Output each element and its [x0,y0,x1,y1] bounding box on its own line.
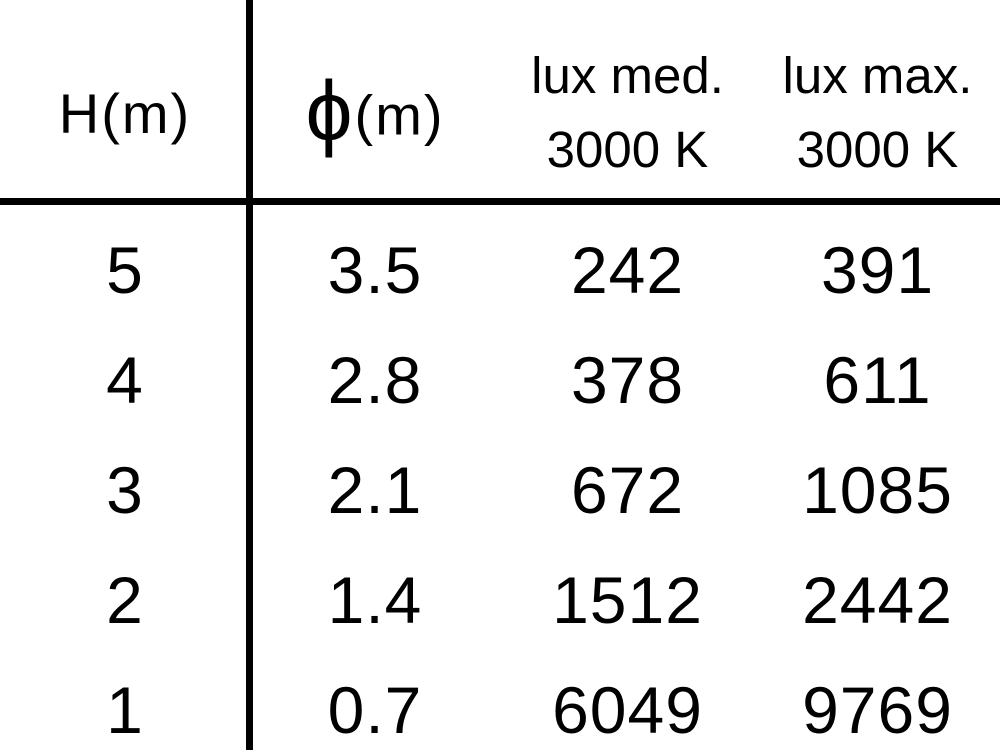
cell-lux-med: 378 [570,343,685,417]
table-row: 1 0.7 6049 9769 [0,655,1000,750]
table-body: 5 3.5 242 391 4 2.8 378 611 3 2.1 672 10… [0,205,1000,750]
cell-height: 4 [106,343,144,417]
lux-med-color-temp: 3000 K [546,121,709,178]
cell-lux-max: 9769 [802,673,953,747]
cell-lux-max: 391 [820,233,935,307]
cell-lux-max: 611 [823,343,932,417]
cell-height: 1 [106,673,144,747]
table-row: 4 2.8 378 611 [0,325,1000,435]
cell-height: 3 [106,453,144,527]
lux-max-color-temp: 3000 K [796,121,959,178]
lux-med-label: lux med. [531,47,724,104]
column-divider-line [246,0,253,750]
cell-diameter: 2.8 [327,343,423,417]
cell-lux-med: 6049 [552,673,703,747]
lux-max-label: lux max. [782,47,973,104]
cell-diameter: 2.1 [327,453,423,527]
header-divider-line [0,198,1000,205]
cell-height: 2 [106,563,144,637]
cell-diameter: 3.5 [327,233,423,307]
table-header-row: H(m) ϕ(m) lux med. 3000 K lux max. 3000 … [0,0,1000,198]
cell-lux-max: 2442 [802,563,953,637]
column-header-lux-med: lux med. 3000 K [500,39,755,187]
phi-symbol: ϕ [305,64,355,159]
column-header-diameter: ϕ(m) [250,69,500,153]
cell-lux-med: 242 [570,233,685,307]
cell-diameter: 1.4 [327,563,423,637]
table-row: 3 2.1 672 1085 [0,435,1000,545]
table-row: 5 3.5 242 391 [0,215,1000,325]
column-header-height: H(m) [58,81,192,145]
cell-diameter: 0.7 [327,673,423,747]
cell-height: 5 [106,233,144,307]
cell-lux-med: 1512 [552,563,703,637]
diameter-unit-label: (m) [354,83,445,147]
cell-lux-med: 672 [570,453,685,527]
table-row: 2 1.4 1512 2442 [0,545,1000,655]
cell-lux-max: 1085 [802,453,953,527]
column-header-lux-max: lux max. 3000 K [755,39,1000,187]
